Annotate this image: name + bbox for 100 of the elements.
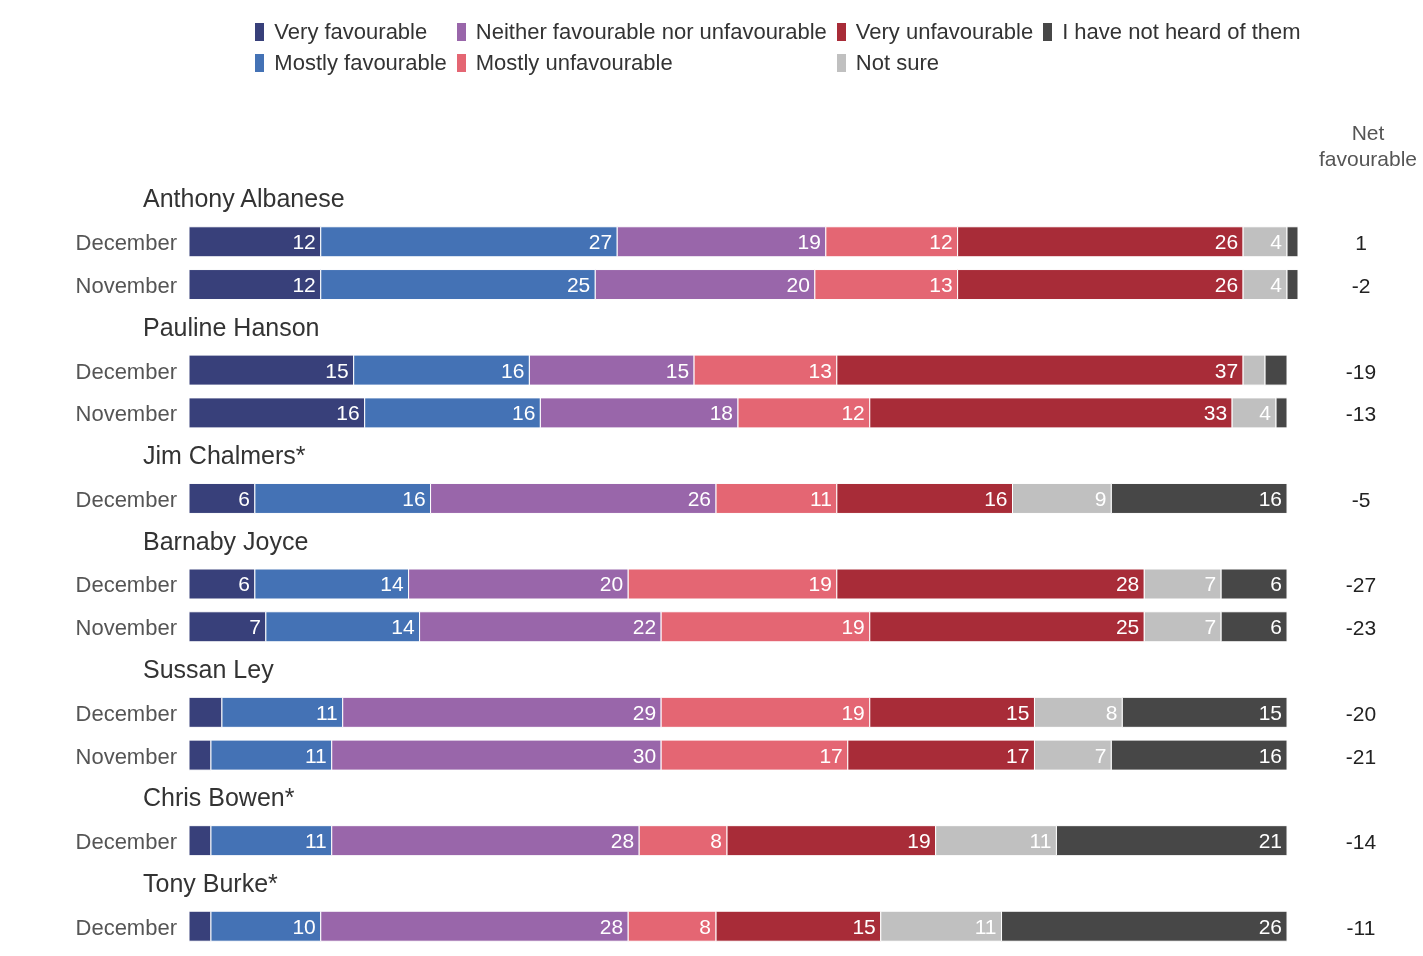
data-label: 19 (841, 615, 865, 639)
data-label: 6 (238, 572, 250, 596)
data-label: 17 (819, 743, 843, 767)
data-label: 26 (1258, 914, 1283, 938)
data-label: 19 (808, 572, 832, 596)
legend-label: Neither favourable nor unfavourable (475, 18, 827, 45)
y-tick-label: Barnaby Joyce (143, 526, 309, 555)
data-label: 14 (391, 615, 415, 639)
legend-label: Very favourable (274, 18, 428, 45)
y-tick-label: November (75, 743, 177, 769)
y-tick-label: December (75, 486, 177, 512)
data-label: 26 (1214, 273, 1239, 297)
y-tick-label: Chris Bowen* (143, 783, 295, 812)
y-tick-label: November (75, 272, 177, 298)
y-tick-label: November (75, 401, 177, 427)
data-label: 21 (1258, 829, 1283, 853)
data-label: 13 (929, 273, 953, 297)
data-label: 11 (974, 914, 997, 938)
data-label: 13 (808, 358, 832, 382)
legend-label: I have not heard of them (1062, 18, 1301, 45)
data-label: 9 (1094, 486, 1107, 510)
data-label: 33 (1203, 401, 1228, 425)
data-label: 11 (304, 829, 327, 853)
data-label: 14 (380, 572, 404, 596)
data-label: 7 (1204, 615, 1217, 639)
data-label: 15 (852, 914, 876, 938)
data-label: 16 (501, 358, 525, 382)
legend-label: Mostly unfavourable (475, 49, 673, 76)
data-label: 16 (984, 486, 1008, 510)
data-label: 25 (1115, 615, 1140, 639)
data-label: 12 (929, 230, 953, 254)
data-label: 11 (315, 700, 338, 724)
data-label: 25 (566, 273, 591, 297)
text: -11 (1346, 915, 1376, 939)
text: -21 (1345, 744, 1377, 768)
data-label: 19 (841, 700, 865, 724)
data-label: 12 (841, 401, 865, 425)
text: Net favourable (1317, 120, 1419, 172)
y-tick-label: December (75, 829, 177, 855)
data-label: 20 (786, 273, 810, 297)
data-label: 16 (512, 401, 536, 425)
text: -20 (1345, 701, 1377, 725)
data-label: 7 (249, 615, 261, 639)
data-label: 6 (238, 486, 250, 510)
data-label: 17 (1006, 743, 1030, 767)
data-label: 6 (1270, 572, 1283, 596)
data-label: 15 (325, 358, 349, 382)
data-label: 28 (1115, 572, 1140, 596)
data-label: 16 (1258, 743, 1283, 767)
y-tick-label: December (75, 914, 177, 940)
y-tick-label: November (75, 615, 177, 641)
data-label: 27 (588, 230, 613, 254)
data-label: 8 (699, 914, 712, 938)
data-label: 26 (687, 486, 712, 510)
data-label: 8 (1105, 700, 1118, 724)
data-label: 15 (1006, 700, 1030, 724)
y-tick-label: Pauline Hanson (143, 312, 320, 341)
text: -5 (1351, 487, 1371, 511)
y-tick-label: December (75, 572, 177, 598)
data-label: 6 (1270, 615, 1283, 639)
text: -27 (1345, 573, 1377, 597)
y-tick-label: Jim Chalmers* (143, 441, 306, 470)
data-label: 10 (292, 914, 316, 938)
data-label: 4 (1259, 401, 1272, 425)
data-label: 28 (610, 829, 635, 853)
data-label: 4 (1270, 230, 1283, 254)
data-label: 16 (1258, 486, 1283, 510)
data-label: 12 (292, 273, 316, 297)
data-label: 15 (1258, 700, 1283, 724)
data-label: 22 (632, 615, 657, 639)
data-label: 19 (797, 230, 821, 254)
data-label: 37 (1214, 358, 1239, 382)
text: -14 (1345, 830, 1377, 854)
data-label: 11 (1029, 829, 1052, 853)
y-tick-label: December (75, 700, 177, 726)
data-label: 11 (810, 486, 832, 510)
data-label: 8 (710, 829, 723, 853)
y-tick-label: Tony Burke* (143, 868, 279, 897)
data-label: 20 (599, 572, 624, 596)
data-label: 26 (1214, 230, 1239, 254)
data-label: 11 (304, 743, 327, 767)
data-label: 29 (632, 700, 657, 724)
legend-label: Not sure (855, 49, 939, 76)
text: -19 (1345, 359, 1377, 383)
data-label: 7 (1204, 572, 1217, 596)
y-tick-label: Anthony Albanese (143, 184, 345, 213)
text: -2 (1351, 273, 1371, 297)
data-label: 4 (1270, 273, 1283, 297)
data-label: 16 (336, 401, 360, 425)
y-tick-label: December (75, 358, 177, 384)
legend-label: Very unfavourable (855, 18, 1034, 45)
data-label: 16 (402, 486, 426, 510)
data-label: 7 (1094, 743, 1107, 767)
y-tick-label: Sussan Ley (143, 654, 275, 683)
text: 1 (1355, 231, 1367, 255)
data-label: 28 (599, 914, 624, 938)
data-label: 18 (709, 401, 734, 425)
data-label: 12 (292, 230, 316, 254)
data-label: 15 (665, 358, 690, 382)
text: -23 (1345, 616, 1377, 640)
